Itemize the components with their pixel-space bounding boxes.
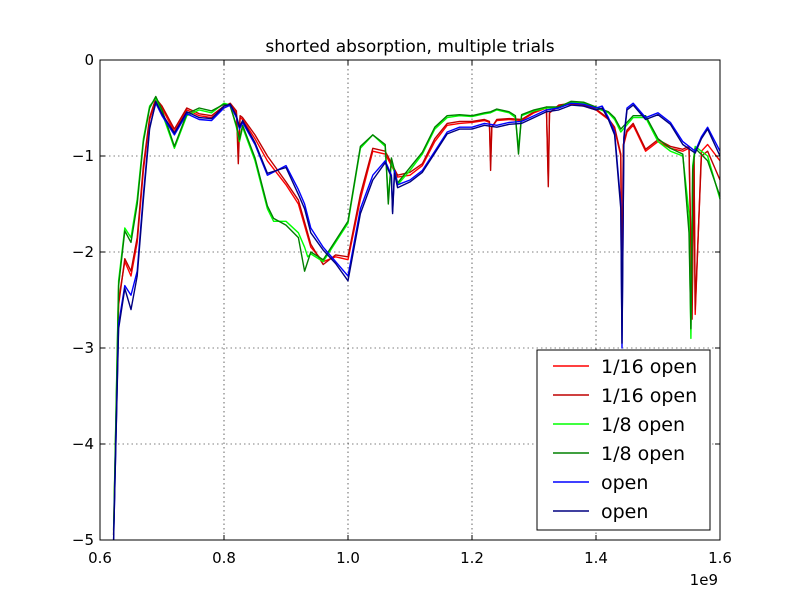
legend-label-6: open [601, 501, 648, 523]
y-tick-label: 0 [84, 51, 94, 69]
y-tick-label: −4 [72, 435, 94, 453]
x-tick-label: 1.4 [584, 549, 608, 567]
legend-label-3: 1/8 open [601, 414, 685, 436]
x-tick-label: 0.6 [88, 549, 112, 567]
legend-label-4: 1/8 open [601, 443, 685, 465]
y-tick-label: −1 [72, 147, 94, 165]
legend-label-5: open [601, 472, 648, 494]
legend-label-2: 1/16 open [601, 385, 697, 407]
x-tick-label: 1.0 [336, 549, 360, 567]
series-line-2 [112, 97, 721, 536]
series-line-1 [112, 99, 721, 531]
x-tick-label: 0.8 [212, 549, 236, 567]
x-tick-label: 1.2 [460, 549, 484, 567]
y-tick-label: −2 [72, 243, 94, 261]
axis-ticks [99, 59, 721, 541]
x-tick-label: 1.6 [708, 549, 732, 567]
y-tick-labels: 0 −1 −2 −3 −4 −5 [72, 51, 94, 549]
x-tick-labels: 0.6 0.8 1.0 1.2 1.4 1.6 [88, 549, 732, 567]
legend-box [536, 349, 711, 531]
series-lines [112, 95, 721, 541]
chart-title: shorted absorption, multiple trials [265, 37, 554, 57]
y-tick-label: −5 [72, 531, 94, 549]
y-tick-label: −3 [72, 339, 94, 357]
legend-label-1: 1/16 open [601, 356, 697, 378]
x-offset-label: 1e9 [690, 571, 718, 589]
plot-frame [99, 59, 721, 541]
legend: 1/16 open 1/16 open 1/8 open 1/8 open open op… [536, 349, 711, 531]
series-line-6 [112, 100, 721, 541]
